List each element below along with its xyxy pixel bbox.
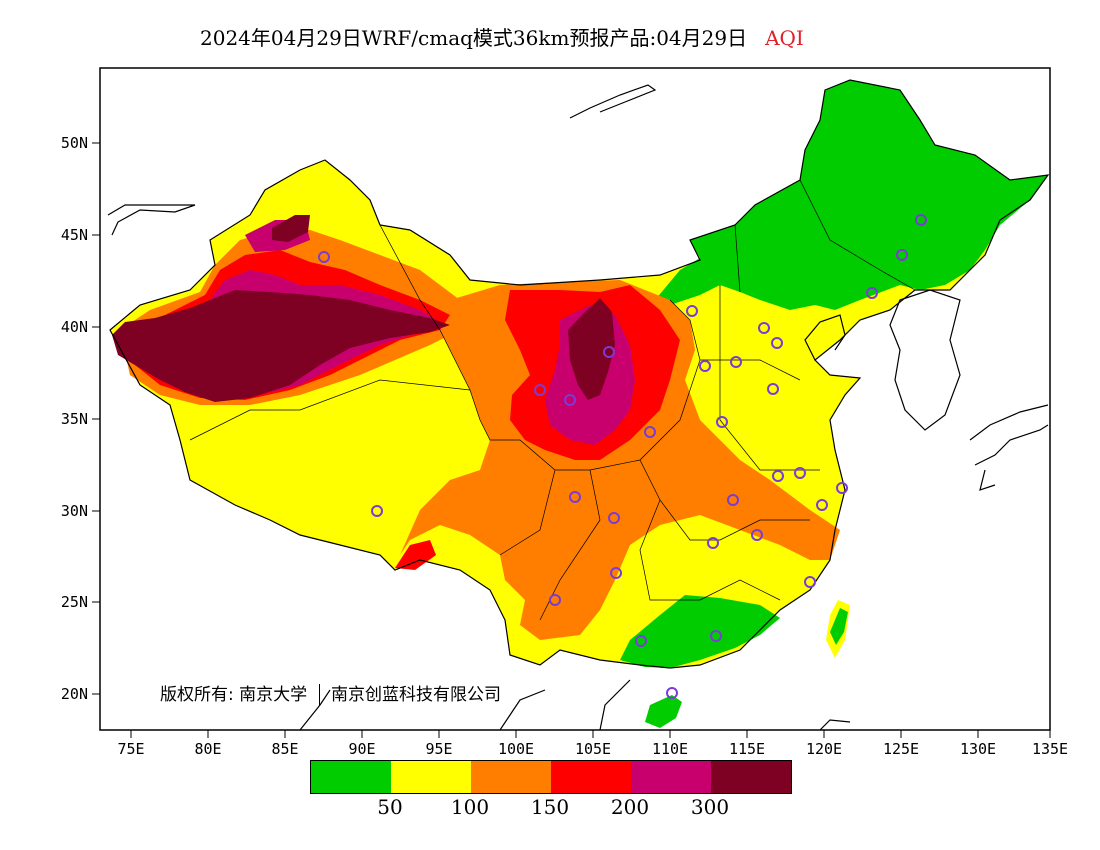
- city-marker: [666, 687, 678, 699]
- aqi-zone-orange-central: [400, 280, 840, 640]
- legend-threshold: 200: [610, 795, 650, 819]
- map-frame: [99, 67, 1051, 731]
- city-marker: [758, 322, 770, 334]
- aqi-zone-green-south: [620, 595, 780, 668]
- city-marker: [866, 287, 878, 299]
- city-marker: [794, 467, 806, 479]
- aqi-zone-maroon-north-xj: [272, 215, 310, 242]
- city-marker: [716, 416, 728, 428]
- city-marker: [730, 356, 742, 368]
- legend-swatch-purple: [631, 761, 711, 793]
- lat-label: 40N: [61, 318, 88, 336]
- city-marker: [816, 499, 828, 511]
- lon-label: 90E: [348, 740, 375, 758]
- aqi-zone-maroon-tarim: [112, 290, 450, 402]
- legend-threshold: 300: [690, 795, 730, 819]
- city-marker: [603, 346, 615, 358]
- lon-label: 105E: [575, 740, 611, 758]
- lon-label: 75E: [117, 740, 144, 758]
- copyright-org-2: 南京创蓝科技有限公司: [330, 685, 501, 705]
- lon-label: 95E: [425, 740, 452, 758]
- city-marker: [371, 505, 383, 517]
- city-marker: [564, 394, 576, 406]
- lat-label: 35N: [61, 410, 88, 428]
- aqi-color-legend: [310, 760, 792, 794]
- city-marker: [915, 214, 927, 226]
- copyright-org-1: 南京大学: [239, 685, 308, 705]
- city-markers: [318, 214, 927, 699]
- lon-label: 130E: [960, 740, 996, 758]
- copyright-separator: [318, 684, 320, 706]
- hainan: [645, 695, 682, 728]
- city-marker: [610, 567, 622, 579]
- city-marker: [896, 249, 908, 261]
- title-text: 2024年04月29日WRF/cmaq模式36km预报产品:04月29日: [200, 26, 748, 50]
- city-marker: [710, 630, 722, 642]
- lat-labels: 50N 45N 40N 35N 30N 25N 20N: [61, 134, 88, 703]
- legend-swatch-red: [551, 761, 631, 793]
- lon-axis: [130, 730, 1051, 738]
- korea-coast: [889, 289, 961, 431]
- legend-swatch-yellow: [391, 761, 471, 793]
- city-marker: [549, 594, 561, 606]
- city-marker: [772, 470, 784, 482]
- lat-label: 50N: [61, 134, 88, 152]
- map-title: 2024年04月29日WRF/cmaq模式36km预报产品:04月29日 AQI: [200, 22, 804, 51]
- city-marker: [569, 491, 581, 503]
- legend-labels: 50 100 150 200 300: [0, 795, 1100, 819]
- lat-axis: [92, 142, 100, 695]
- city-marker: [836, 482, 848, 494]
- city-marker: [686, 305, 698, 317]
- copyright-label: 版权所有:: [160, 685, 234, 705]
- se-asia-coast: [299, 679, 851, 730]
- aqi-zone-red-sw: [395, 540, 436, 570]
- aqi-zone-maroon-ordos: [568, 298, 615, 400]
- legend-threshold: 150: [530, 795, 570, 819]
- legend-swatch-orange: [471, 761, 551, 793]
- lon-label: 110E: [652, 740, 688, 758]
- legend-threshold: 50: [377, 795, 403, 819]
- legend-swatch-maroon: [711, 761, 791, 793]
- province-lines: [189, 179, 916, 621]
- lon-label: 100E: [498, 740, 534, 758]
- lon-label: 135E: [1032, 740, 1068, 758]
- city-marker: [608, 512, 620, 524]
- boundaries: [107, 79, 1050, 730]
- lat-label: 30N: [61, 502, 88, 520]
- legend-threshold: 100: [450, 795, 490, 819]
- lat-label: 25N: [61, 593, 88, 611]
- city-marker: [804, 576, 816, 588]
- city-marker: [727, 494, 739, 506]
- lon-label: 85E: [271, 740, 298, 758]
- pollutant-label: AQI: [765, 26, 804, 50]
- city-marker: [771, 337, 783, 349]
- lon-labels: 75E 80E 85E 90E 95E 100E 105E 110E 115E …: [117, 740, 1068, 758]
- lat-label: 20N: [61, 685, 88, 703]
- bohai-coast: [804, 314, 846, 361]
- japan-coast: [969, 404, 1049, 491]
- legend-swatch-green: [311, 761, 391, 793]
- city-marker: [751, 529, 763, 541]
- aqi-zone-green-northeast: [655, 80, 1048, 310]
- lon-label: 80E: [194, 740, 221, 758]
- baikal-coast: [569, 84, 657, 119]
- city-marker: [318, 251, 330, 263]
- city-marker: [644, 426, 656, 438]
- lon-label: 115E: [729, 740, 765, 758]
- lon-label: 120E: [806, 740, 842, 758]
- caspian-coast: [107, 204, 196, 236]
- city-marker: [699, 360, 711, 372]
- taiwan-green: [830, 608, 848, 645]
- city-marker: [767, 383, 779, 395]
- lon-label: 125E: [883, 740, 919, 758]
- lat-label: 45N: [61, 226, 88, 244]
- aqi-fields: [110, 80, 1048, 728]
- city-marker: [707, 537, 719, 549]
- copyright-notice: 版权所有: 南京大学 南京创蓝科技有限公司: [160, 680, 501, 706]
- city-marker: [534, 384, 546, 396]
- city-marker: [635, 635, 647, 647]
